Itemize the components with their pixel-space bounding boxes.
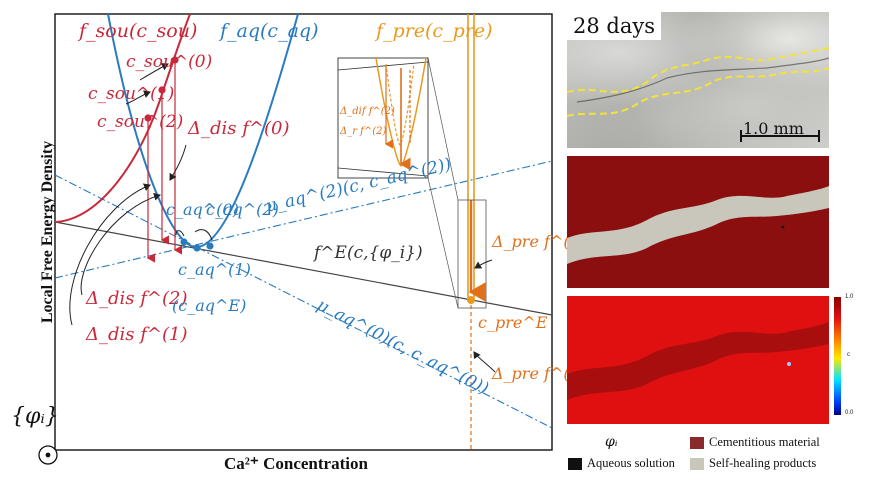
inset-panel [337, 57, 429, 179]
phase-field-dot [45, 452, 51, 458]
y-axis-title: Local Free Energy Density [39, 140, 56, 324]
label-f-sou: f_sou(c_sou) [79, 20, 198, 42]
leader-caq0 [175, 230, 185, 237]
phase-field-label: {φᵢ} [11, 404, 59, 429]
label-delta-pre-f0: Δ_pre f^(0) [492, 364, 586, 383]
legend-label-cementitious: Cementitious material [709, 435, 820, 449]
self-healing-region [567, 186, 829, 264]
label-c-aq0: c_aq^(0) [166, 200, 239, 219]
leader-csou1 [125, 90, 151, 105]
x-axis-title: Ca²⁺ Concentration [224, 454, 368, 473]
legend-symbol: φᵢ [605, 434, 618, 450]
colorbar-var: c [847, 352, 850, 358]
micrograph-photo: 28 days 1.0 mm [567, 12, 829, 148]
label-f-pre: f_pre(c_pre) [376, 20, 493, 42]
legend-swatch-self-healing [690, 458, 704, 470]
leader-pre-f0 [473, 351, 496, 373]
c-sou1-point [158, 86, 166, 94]
leader-caq2 [194, 229, 213, 241]
label-inset-delta-r: Δ_r f^(2) [340, 126, 387, 137]
label-c-sou2: c_sou^(2) [97, 112, 184, 132]
concentration-crack-region [567, 322, 829, 400]
label-delta-dis-f0: Δ_dis f^(0) [188, 118, 290, 139]
days-label: 28 days [567, 12, 662, 40]
scale-bar-label: 1.0 mm [743, 119, 804, 138]
leader-pre-f2 [474, 259, 493, 269]
c-aq2-point [206, 242, 214, 250]
legend-label-aqueous: Aqueous solution [587, 456, 675, 470]
legend-swatch-aqueous [568, 458, 582, 470]
colorbar-max: 1.0 [845, 294, 854, 300]
label-f-aq: f_aq(c_aq) [220, 20, 319, 42]
plot-frame [54, 13, 553, 451]
colorbar-min: 0.0 [845, 410, 854, 416]
legend-swatch-cementitious [690, 437, 704, 449]
c-aq1-point [193, 244, 201, 252]
c-sou2-point [144, 114, 152, 122]
zoom-box [457, 199, 487, 309]
label-c-pre-E: c_pre^E [478, 313, 548, 332]
colorbar [834, 297, 841, 415]
label-fE: f^E(c,{φ_i}) [314, 243, 423, 263]
label-c-sou1: c_sou^(1) [88, 84, 175, 104]
c-aq0-point [180, 238, 188, 246]
mu-aq2-line [55, 160, 552, 279]
c-sou0-point [171, 56, 179, 64]
leader-csou0 [139, 63, 169, 81]
concentration-map [567, 296, 829, 424]
leader-dis-f2 [80, 192, 161, 296]
c-pre-E-point [467, 296, 475, 304]
label-delta-dis-f2: Δ_dis f^(2) [86, 288, 188, 309]
leader-dis-f1 [69, 183, 151, 326]
label-c-sou0: c_sou^(0) [126, 52, 213, 72]
zoom-connector-top [427, 57, 459, 201]
label-delta-pre-f2: Δ_pre f^(2) [492, 232, 586, 251]
label-c-aq2: c_aq^(2) [206, 200, 279, 219]
crack-outline [567, 47, 829, 142]
mu-aq0-line [55, 174, 552, 429]
label-inset-delta-dif: Δ_dif f^(2) [340, 106, 395, 117]
leader-dis-f0 [169, 144, 187, 181]
label-c-aq1: c_aq^(1) [178, 260, 251, 279]
label-delta-dis-f1: Δ_dis f^(1) [86, 324, 188, 345]
phase-field-map [567, 156, 829, 288]
zoom-connector-bottom [427, 177, 459, 309]
label-c-aq-E: (c_aq^E) [172, 296, 247, 315]
f-sou-curve [55, 14, 191, 223]
legend-label-self-healing: Self-healing products [709, 456, 817, 470]
